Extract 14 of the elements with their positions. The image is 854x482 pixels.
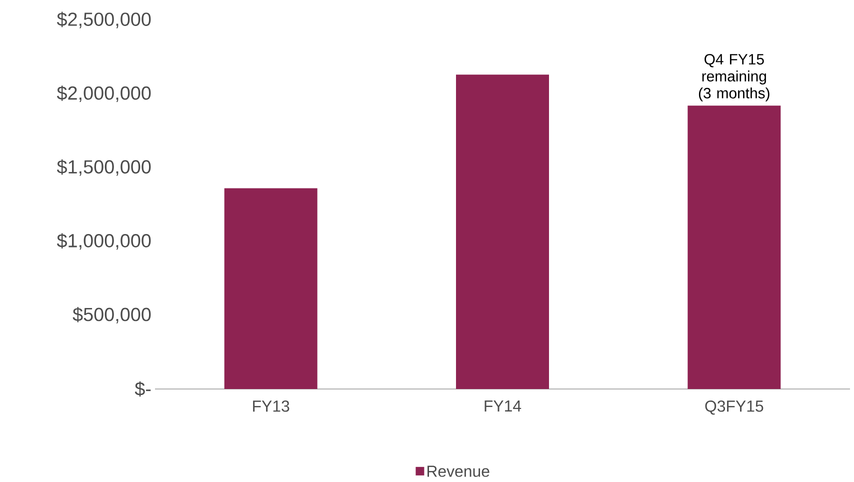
x-tick-label: FY13 — [253, 400, 290, 412]
y-tick-label: $2,000,000 — [56, 85, 151, 102]
bar — [224, 188, 318, 389]
annotation: Q4 FY15 remaining (3 months) — [698, 54, 770, 102]
y-tick-label: $- — [134, 381, 151, 397]
y-tick-label: $2,500,000 — [56, 12, 151, 28]
bar — [456, 74, 549, 389]
y-tick-label: $1,500,000 — [56, 159, 151, 176]
x-tick-label: Q3FY15 — [705, 400, 764, 415]
y-tick-label: $1,000,000 — [56, 233, 151, 250]
legend-label: Revenue — [428, 466, 490, 477]
bar — [688, 105, 781, 389]
x-tick-label: FY14 — [484, 400, 522, 412]
y-tick-label: $500,000 — [72, 306, 151, 324]
